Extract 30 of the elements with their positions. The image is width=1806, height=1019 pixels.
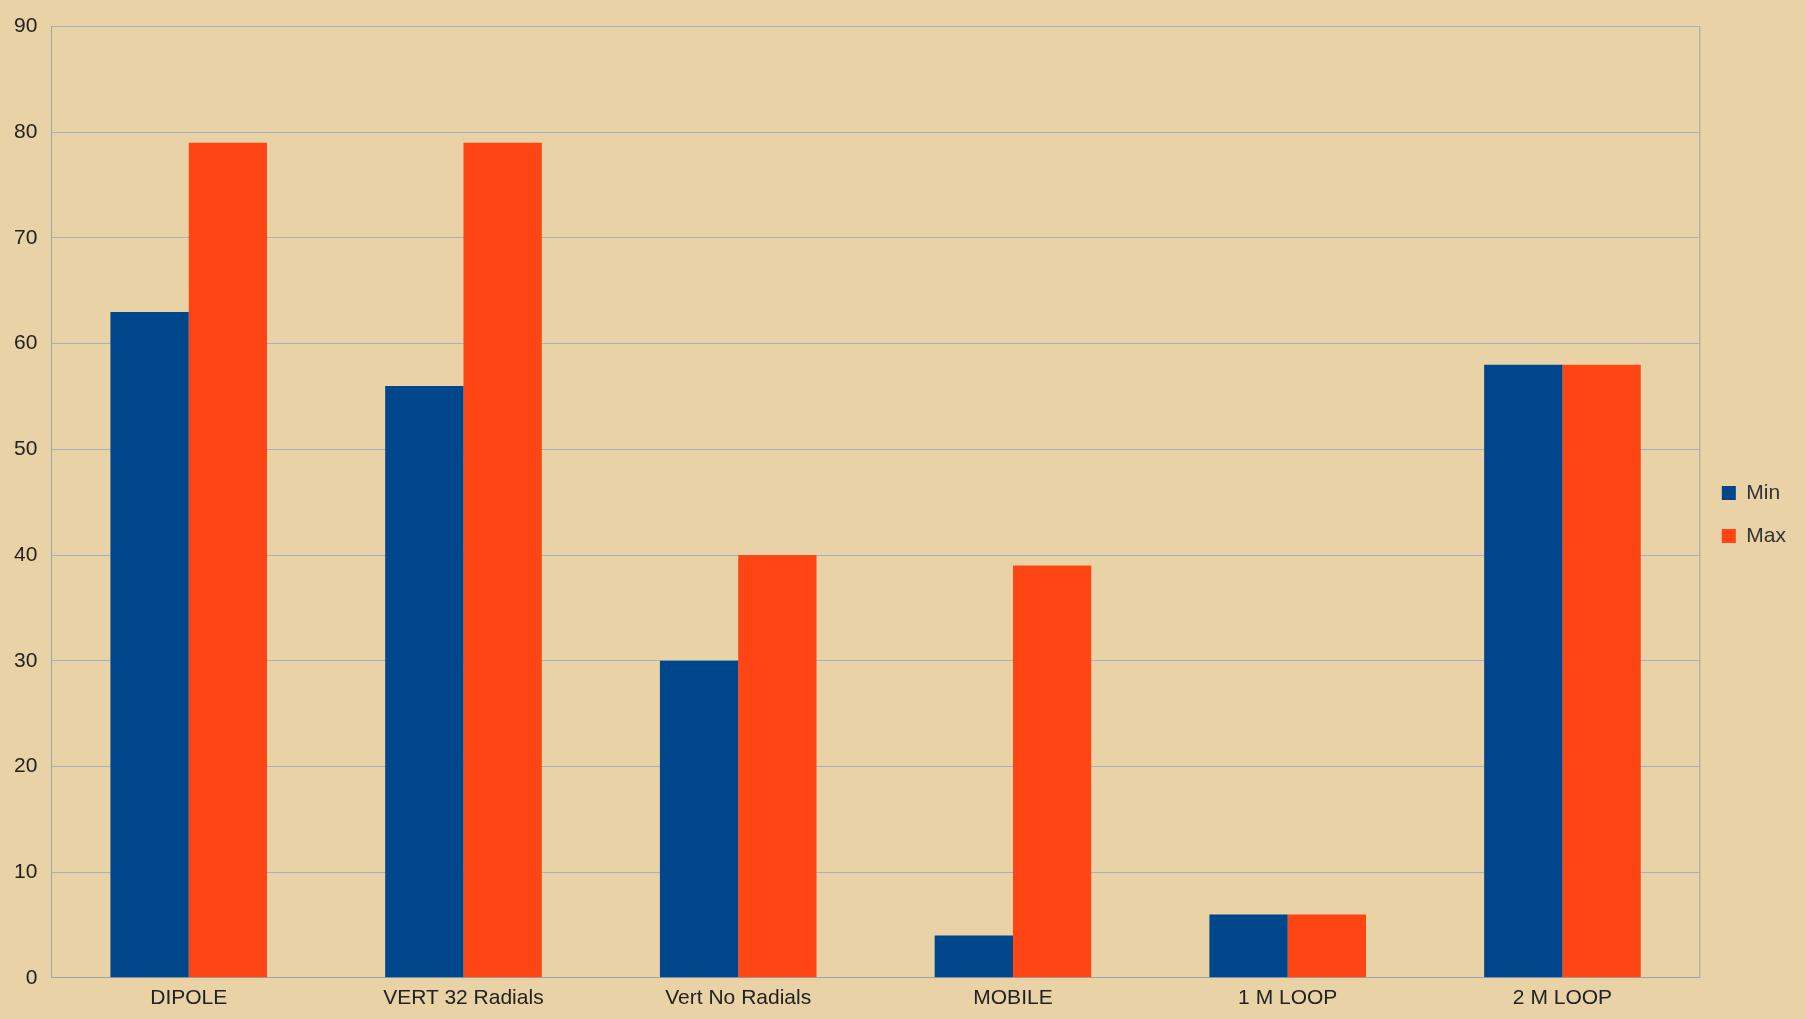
x-tick-label: Vert No Radials	[665, 985, 812, 1009]
x-tick-label: VERT 32 Radials	[383, 985, 544, 1009]
bar	[1484, 364, 1563, 978]
bar	[934, 935, 1013, 978]
y-tick-label: 90	[14, 13, 38, 37]
y-tick-label: 60	[14, 330, 38, 354]
y-tick-label: 20	[14, 753, 38, 777]
x-tick-label: MOBILE	[973, 985, 1053, 1009]
bar	[1209, 914, 1288, 978]
y-tick-label: 0	[25, 964, 38, 988]
y-tick-label: 70	[14, 224, 38, 248]
bar	[385, 385, 464, 978]
bar	[659, 660, 739, 978]
y-tick-label: 80	[14, 119, 38, 143]
y-tick-label: 40	[14, 541, 38, 565]
y-tick-label: 30	[14, 647, 38, 671]
bar	[738, 555, 817, 978]
x-tick-label: DIPOLE	[150, 985, 228, 1009]
bar	[1287, 914, 1367, 978]
y-tick-label: 50	[14, 436, 38, 460]
bar	[463, 142, 542, 978]
x-tick-label: 2 M LOOP	[1512, 985, 1613, 1009]
legend-label: Max	[1746, 522, 1787, 546]
bar	[1562, 364, 1641, 978]
y-tick-label: 10	[14, 858, 38, 882]
bar	[188, 142, 268, 978]
x-tick-label: 1 M LOOP	[1238, 985, 1338, 1009]
bar	[1012, 565, 1092, 978]
legend-label: Min	[1746, 479, 1781, 503]
bar	[110, 311, 189, 978]
